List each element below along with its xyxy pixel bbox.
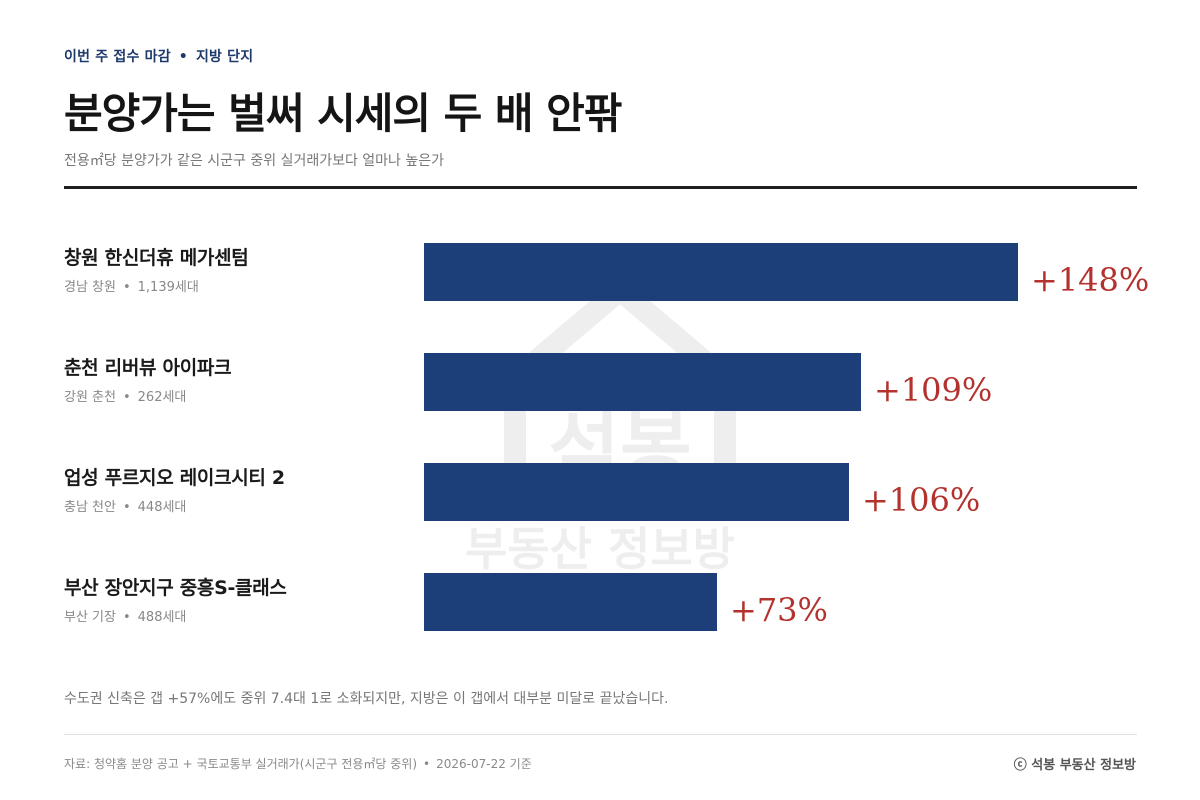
bar-value-label: +109% [874, 371, 993, 409]
row-units: 448세대 [137, 500, 187, 515]
row-label: 업성 푸르지오 레이크시티 2 충남 천안 • 448세대 [64, 463, 404, 515]
row-meta: 경남 창원 • 1,139세대 [64, 276, 404, 295]
bar [424, 463, 849, 521]
eyebrow-dot: • [178, 49, 188, 65]
row-meta: 강원 춘천 • 262세대 [64, 386, 404, 405]
header-divider [64, 186, 1137, 189]
row-region: 강원 춘천 [64, 390, 116, 405]
footer-divider [64, 734, 1137, 735]
row-region: 경남 창원 [64, 280, 116, 295]
row-name: 부산 장안지구 중흥S-클래스 [64, 577, 287, 599]
chart-note: 수도권 신축은 갭 +57%에도 중위 7.4대 1로 소화되지만, 지방은 이… [64, 691, 669, 707]
row-meta: 충남 천안 • 448세대 [64, 496, 404, 515]
bar-value-label: +73% [730, 591, 828, 629]
bar-value-label: +148% [1031, 261, 1150, 299]
row-name: 업성 푸르지오 레이크시티 2 [64, 467, 285, 489]
watermark-logo: 석봉 부동산 정보방 [465, 279, 761, 576]
row-meta-sep: • [122, 610, 131, 625]
source-text: 자료: 청약홈 분양 공고 + 국토교통부 실거래가(시군구 전용㎡당 중위) [64, 757, 418, 771]
eyebrow: 이번 주 접수 마감 • 지방 단지 [64, 46, 253, 66]
credit: ⓒ 석봉 부동산 정보방 [1013, 758, 1136, 773]
row-region: 부산 기장 [64, 610, 116, 625]
source-line: 자료: 청약홈 분양 공고 + 국토교통부 실거래가(시군구 전용㎡당 중위) •… [64, 755, 532, 772]
row-units: 1,139세대 [137, 280, 199, 295]
row-meta-sep: • [122, 390, 131, 405]
row-name: 춘천 리버뷰 아이파크 [64, 357, 232, 379]
watermark-text-bottom: 부동산 정보방 [465, 522, 735, 576]
row-meta-sep: • [122, 280, 131, 295]
eyebrow-left: 이번 주 접수 마감 [64, 49, 171, 65]
source-date: 2026-07-22 기준 [436, 757, 532, 771]
row-name: 창원 한신더휴 메가센텀 [64, 247, 249, 269]
source-sep: • [423, 757, 431, 771]
page-subtitle: 전용㎡당 분양가가 같은 시군구 중위 실거래가보다 얼마나 높은가 [64, 153, 445, 169]
row-region: 충남 천안 [64, 500, 116, 515]
bar [424, 573, 717, 631]
eyebrow-right: 지방 단지 [195, 49, 254, 65]
row-units: 262세대 [137, 390, 187, 405]
row-meta-sep: • [122, 500, 131, 515]
row-units: 488세대 [137, 610, 187, 625]
bar [424, 243, 1018, 301]
page-title: 분양가는 벌써 시세의 두 배 안팎 [64, 89, 622, 138]
bar [424, 353, 861, 411]
row-meta: 부산 기장 • 488세대 [64, 606, 404, 625]
bar-value-label: +106% [862, 481, 981, 519]
